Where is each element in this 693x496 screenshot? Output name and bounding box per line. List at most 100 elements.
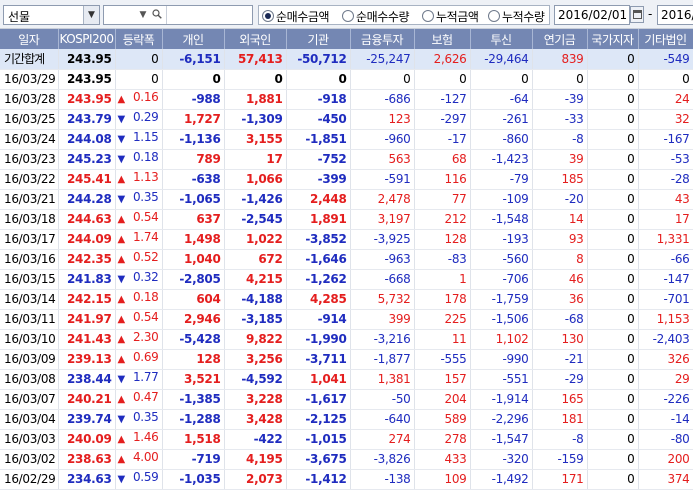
column-header[interactable]: 투신 <box>470 29 533 49</box>
investor-trend-grid[interactable]: 일자 KOSPI200 등락폭 개인 외국인 기관 금융투자 보험 투신 연기금 국가지자 기타법인 … <box>0 29 693 496</box>
cell-pen: 171 <box>532 469 588 490</box>
cell-chg: ▼ 0.29 <box>115 109 163 130</box>
table-row[interactable]: 16/03/28 243.95 ▲ 0.16 -988 1,881 -918 -686 -127… <box>0 89 693 110</box>
column-header[interactable]: 국가지자 <box>587 29 639 49</box>
column-header[interactable]: KOSPI200 <box>58 29 116 49</box>
cell-inv: -1,547 <box>470 429 533 450</box>
table-row[interactable]: 16/03/15 241.83 ▼ 0.32 -2,805 4,215 -1,262 -668… <box>0 269 693 290</box>
cell-insu: -17 <box>414 129 471 150</box>
cell-inv: 1,102 <box>470 329 533 350</box>
table-header-row: 일자 KOSPI200 등락폭 개인 외국인 기관 금융투자 보험 투신 연기금 국가지자 기타법인 <box>0 29 693 49</box>
cell-ind: -2,805 <box>162 269 225 290</box>
cell-fin: -1,877 <box>350 349 415 370</box>
cell-date: 16/03/03 <box>0 429 59 450</box>
table-row[interactable]: 16/02/29 234.63 ▼ 0.59 -1,035 2,073 -1,412 -138… <box>0 469 693 490</box>
radio-dot[interactable] <box>422 10 434 22</box>
column-header[interactable]: 금융투자 <box>350 29 415 49</box>
cell-kospi: 243.95 <box>58 89 116 110</box>
cell-insu: 116 <box>414 169 471 190</box>
radio-cumulative-quantity[interactable]: 누적수량 <box>488 8 545 24</box>
code-search[interactable]: ▼ <box>103 5 253 25</box>
start-date-input[interactable]: 2016/02/01 <box>554 5 630 25</box>
column-header[interactable]: 기관 <box>286 29 351 49</box>
table-row[interactable]: 16/03/04 239.74 ▼ 0.35 -1,288 3,428 -2,125 -640… <box>0 409 693 430</box>
column-header[interactable]: 일자 <box>0 29 59 49</box>
change-value: 2.30 <box>132 329 159 344</box>
chevron-down-icon[interactable]: ▼ <box>83 6 99 24</box>
table-row[interactable]: 16/03/25 243.79 ▼ 0.29 1,727 -1,309 -450 123 -29… <box>0 109 693 130</box>
cell-ins: 4,285 <box>286 289 351 310</box>
cell-insu: 433 <box>414 449 471 470</box>
cell-gov: 0 <box>587 149 639 170</box>
cell-ind: 1,518 <box>162 429 225 450</box>
triangle-up-icon: ▲ <box>117 353 126 365</box>
cell-etc: 374 <box>638 469 693 490</box>
cell-kospi: 244.28 <box>58 189 116 210</box>
end-date-input[interactable]: 2016/ <box>657 5 693 25</box>
table-row[interactable]: 16/03/02 238.63 ▲ 4.00 -719 4,195 -3,675 -3,826… <box>0 449 693 470</box>
table-row[interactable]: 16/03/10 241.43 ▲ 2.30 -5,428 9,822 -1,990 -3,2… <box>0 329 693 350</box>
table-row[interactable]: 16/03/16 242.35 ▲ 0.52 1,040 672 -1,646 -963 -83… <box>0 249 693 270</box>
table-row[interactable]: 16/03/23 245.23 ▼ 0.18 789 17 -752 563 68 -1,423 3… <box>0 149 693 170</box>
cell-gov: 0 <box>587 109 639 130</box>
cell-frn: 3,428 <box>224 409 287 430</box>
radio-cumulative-amount[interactable]: 누적금액 <box>422 8 479 24</box>
cell-kospi: 244.08 <box>58 129 116 150</box>
cell-kospi: 234.63 <box>58 469 116 490</box>
search-icon[interactable] <box>152 9 162 19</box>
cell-frn: 9,822 <box>224 329 287 350</box>
table-row[interactable]: 16/03/29 243.95 0 0 0 0 0 0 0 0 0 0 <box>0 69 693 90</box>
radio-net-quantity[interactable]: 순매수수량 <box>342 8 410 24</box>
table-row[interactable]: 16/03/03 240.09 ▲ 1.46 1,518 -422 -1,015 274 278… <box>0 429 693 450</box>
table-row[interactable]: 16/03/18 244.63 ▲ 0.54 637 -2,545 1,891 3,197 21… <box>0 209 693 230</box>
change-value: 1.15 <box>132 129 159 144</box>
radio-dot[interactable] <box>488 10 500 22</box>
table-row[interactable]: 16/03/11 241.97 ▲ 0.54 2,946 -3,185 -914 399 225… <box>0 309 693 330</box>
change-value: 0.47 <box>132 389 159 404</box>
table-row[interactable]: 16/03/21 244.28 ▼ 0.35 -1,065 -1,426 2,448 2,47… <box>0 189 693 210</box>
cell-ind: 637 <box>162 209 225 230</box>
radio-dot[interactable] <box>342 10 354 22</box>
cell-etc: 24 <box>638 89 693 110</box>
cell-frn: 4,215 <box>224 269 287 290</box>
change-value: 0.54 <box>132 309 159 324</box>
cell-insu: 589 <box>414 409 471 430</box>
table-row[interactable]: 16/03/07 240.21 ▲ 0.47 -1,385 3,228 -1,617 -50 2… <box>0 389 693 410</box>
table-row[interactable]: 16/03/22 245.41 ▲ 1.13 -638 1,066 -399 -591 116-… <box>0 169 693 190</box>
period-total-row[interactable]: 기간합계 243.95 0 -6,151 57,413 -50,712 -25,247 2,6… <box>0 49 693 70</box>
chevron-down-icon[interactable]: ▼ <box>139 10 147 20</box>
product-combo[interactable]: 선물 ▼ <box>3 5 100 25</box>
cell-gov: 0 <box>587 289 639 310</box>
cell-kospi: 238.63 <box>58 449 116 470</box>
cell-gov: 0 <box>587 129 639 150</box>
column-header[interactable]: 개인 <box>162 29 225 49</box>
cell-inv: -1,914 <box>470 389 533 410</box>
cell-etc: -226 <box>638 389 693 410</box>
calendar-icon[interactable] <box>630 6 644 23</box>
cell-gov: 0 <box>587 49 639 70</box>
column-header[interactable]: 외국인 <box>224 29 287 49</box>
column-header[interactable]: 보험 <box>414 29 471 49</box>
table-row[interactable]: 16/03/17 244.09 ▲ 1.74 1,498 1,022 -3,852 -3,92… <box>0 229 693 250</box>
cell-inv: -1,492 <box>470 469 533 490</box>
column-header[interactable]: 등락폭 <box>115 29 163 49</box>
column-header[interactable]: 기타법인 <box>638 29 693 49</box>
table-row[interactable]: 16/03/08 238.44 ▼ 1.77 3,521 -4,592 1,041 1,381… <box>0 369 693 390</box>
cell-frn: -4,188 <box>224 289 287 310</box>
cell-inv: -1,759 <box>470 289 533 310</box>
radio-dot[interactable] <box>262 10 274 22</box>
cell-chg: ▲ 0.47 <box>115 389 163 410</box>
cell-gov: 0 <box>587 89 639 110</box>
table-row[interactable]: 16/03/09 239.13 ▲ 0.69 128 3,256 -3,711 -1,877-… <box>0 349 693 370</box>
table-row[interactable]: 16/03/14 242.15 ▲ 0.18 604 -4,188 4,285 5,732 17… <box>0 289 693 310</box>
cell-date: 16/03/07 <box>0 389 59 410</box>
cell-kospi: 244.09 <box>58 229 116 250</box>
radio-net-amount[interactable]: 순매수금액 <box>262 8 330 24</box>
change-value: 0.59 <box>132 469 159 484</box>
table-row[interactable]: 16/03/24 244.08 ▼ 1.15 -1,136 3,155 -1,851 -960… <box>0 129 693 150</box>
column-header[interactable]: 연기금 <box>532 29 588 49</box>
cell-kospi: 241.83 <box>58 269 116 290</box>
cell-chg: 0 <box>115 49 163 70</box>
change-value: 0 <box>151 72 159 86</box>
cell-frn: 3,256 <box>224 349 287 370</box>
